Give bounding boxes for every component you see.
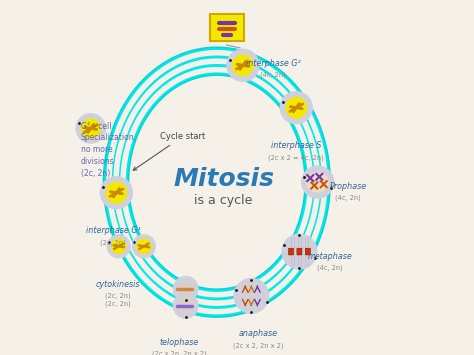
Circle shape [137, 239, 151, 254]
Text: telophase: telophase [159, 338, 199, 346]
Text: (4c, 2n): (4c, 2n) [335, 195, 361, 201]
Text: Cycle start: Cycle start [133, 132, 205, 170]
Circle shape [106, 182, 127, 203]
Text: (2c, 2n): (2c, 2n) [100, 239, 126, 246]
Ellipse shape [177, 299, 194, 313]
Text: interphase G¹: interphase G¹ [86, 226, 140, 235]
Text: interphase G²: interphase G² [246, 59, 301, 67]
FancyBboxPatch shape [305, 248, 310, 255]
Text: cytokinesis: cytokinesis [96, 280, 140, 289]
Text: (2c x 2, 2n x 2): (2c x 2, 2n x 2) [233, 342, 283, 349]
Circle shape [232, 55, 254, 76]
Circle shape [76, 114, 106, 143]
Circle shape [227, 49, 259, 81]
Text: (2c, 2n)
(2c, 2n): (2c, 2n) (2c, 2n) [105, 293, 131, 307]
Text: interphase S: interphase S [271, 141, 321, 150]
Text: (4c, 2n): (4c, 2n) [260, 71, 286, 78]
Text: (2c x 2n, 2n x 2): (2c x 2n, 2n x 2) [152, 350, 206, 355]
Circle shape [132, 235, 155, 258]
Text: Mitosis: Mitosis [173, 167, 274, 191]
Circle shape [107, 235, 130, 258]
Circle shape [280, 92, 312, 124]
Circle shape [173, 293, 198, 318]
FancyBboxPatch shape [289, 248, 293, 255]
Ellipse shape [307, 172, 328, 192]
Text: G° - cell
Specialization,
no more
divisions
(2c, 2n): G° - cell Specialization, no more divisi… [81, 122, 137, 178]
Bar [210, 14, 244, 41]
Circle shape [173, 276, 198, 301]
Ellipse shape [177, 282, 194, 296]
Circle shape [301, 166, 334, 198]
Text: (2c x 2 = 4c, 2n): (2c x 2 = 4c, 2n) [268, 154, 324, 160]
Circle shape [286, 97, 307, 118]
Circle shape [81, 119, 100, 138]
Text: metaphase: metaphase [307, 252, 352, 261]
Circle shape [100, 176, 133, 209]
Text: is a cycle: is a cycle [194, 194, 253, 207]
Text: (4c, 2n): (4c, 2n) [317, 264, 343, 271]
Circle shape [282, 234, 317, 269]
Circle shape [234, 278, 269, 313]
Text: Prophase: Prophase [329, 182, 366, 191]
Text: anaphase: anaphase [238, 329, 278, 338]
FancyBboxPatch shape [297, 248, 302, 255]
Circle shape [111, 239, 126, 254]
